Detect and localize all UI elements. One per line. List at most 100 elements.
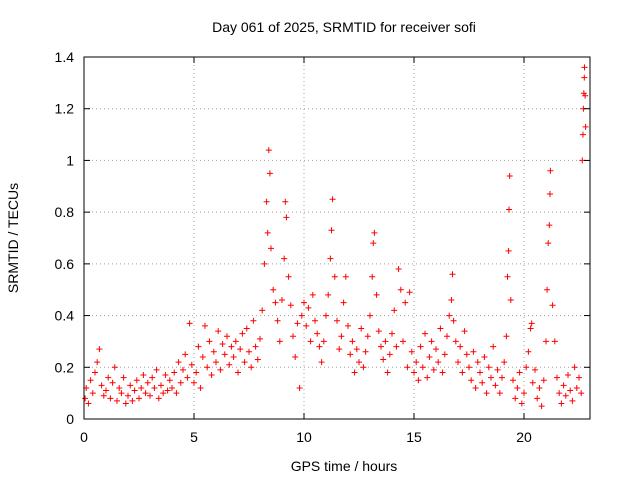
data-point — [411, 369, 417, 376]
data-point — [408, 348, 415, 355]
data-point — [529, 379, 536, 386]
data-point — [452, 338, 459, 345]
data-point — [107, 395, 114, 402]
data-point — [307, 338, 314, 345]
data-point — [514, 384, 521, 391]
data-point — [282, 198, 289, 205]
data-point — [342, 273, 349, 280]
data-point — [384, 369, 391, 376]
data-point — [202, 322, 208, 329]
data-point — [532, 366, 538, 373]
data-point — [316, 343, 323, 350]
data-point — [506, 206, 513, 213]
data-point — [528, 320, 535, 327]
data-point — [111, 364, 118, 371]
data-point — [540, 377, 547, 384]
data-point — [221, 351, 228, 358]
data-point — [395, 266, 402, 273]
data-point — [94, 359, 101, 366]
data-point — [536, 384, 543, 391]
data-point — [490, 343, 497, 350]
data-point — [266, 170, 273, 177]
data-point — [544, 286, 551, 293]
data-point — [472, 384, 479, 391]
data-point — [98, 382, 105, 389]
data-point — [507, 297, 514, 304]
data-point — [140, 372, 147, 379]
data-point — [404, 364, 411, 371]
data-point — [116, 384, 123, 391]
data-point — [153, 366, 160, 373]
data-point — [232, 338, 239, 345]
y-tick-label: 0.2 — [55, 359, 75, 375]
data-point — [182, 351, 189, 358]
data-point — [257, 335, 263, 342]
data-point — [166, 377, 173, 384]
y-tick-label: 0 — [66, 411, 74, 427]
data-point — [246, 348, 252, 355]
data-point — [96, 346, 103, 353]
data-point — [415, 377, 422, 384]
data-point — [197, 384, 204, 391]
data-point — [177, 379, 184, 386]
data-point — [195, 343, 202, 350]
data-point — [151, 384, 158, 391]
data-point — [87, 377, 94, 384]
data-point — [160, 390, 167, 397]
data-point — [336, 346, 343, 353]
data-point — [162, 372, 169, 379]
data-point — [305, 304, 312, 311]
data-point — [545, 240, 552, 247]
data-point — [294, 320, 301, 327]
data-point — [301, 299, 307, 306]
data-point — [474, 359, 481, 366]
data-point — [485, 364, 492, 371]
data-point — [239, 330, 246, 337]
x-tick-label: 5 — [190, 429, 198, 445]
data-point — [327, 255, 334, 262]
data-point — [468, 377, 475, 384]
data-point — [230, 353, 237, 360]
data-point — [303, 322, 310, 329]
data-point — [89, 390, 96, 397]
data-point — [448, 297, 455, 304]
data-point — [479, 379, 486, 386]
data-point — [224, 333, 230, 340]
data-point — [375, 328, 382, 335]
data-point — [250, 317, 257, 324]
data-point — [268, 245, 274, 252]
data-point — [477, 369, 483, 376]
data-point — [217, 366, 224, 373]
data-point — [516, 369, 523, 376]
data-point — [450, 317, 457, 324]
axis-ticks — [83, 56, 590, 420]
data-point — [556, 390, 563, 397]
data-point — [543, 338, 549, 345]
data-point — [470, 348, 477, 355]
data-point — [546, 191, 553, 198]
data-point — [562, 392, 569, 399]
data-point — [103, 387, 109, 394]
data-point — [581, 74, 588, 81]
data-point — [422, 330, 428, 337]
data-point — [428, 338, 435, 345]
data-point — [155, 395, 162, 402]
data-point — [347, 351, 354, 358]
chart-title: Day 061 of 2025, SRMTID for receiver sof… — [212, 19, 476, 35]
data-point — [309, 291, 316, 298]
y-axis-label: SRMTID / TECUs — [5, 183, 21, 293]
data-point — [371, 229, 378, 236]
data-point — [362, 348, 369, 355]
data-point — [573, 384, 580, 391]
data-point — [565, 372, 571, 379]
data-point — [328, 227, 335, 234]
data-point — [446, 312, 453, 319]
data-point — [85, 400, 92, 407]
data-point — [296, 384, 303, 391]
data-point — [193, 369, 200, 376]
data-point — [184, 374, 191, 381]
data-point — [527, 325, 534, 332]
data-point — [367, 312, 373, 319]
data-point — [281, 255, 288, 262]
data-point — [386, 351, 393, 358]
